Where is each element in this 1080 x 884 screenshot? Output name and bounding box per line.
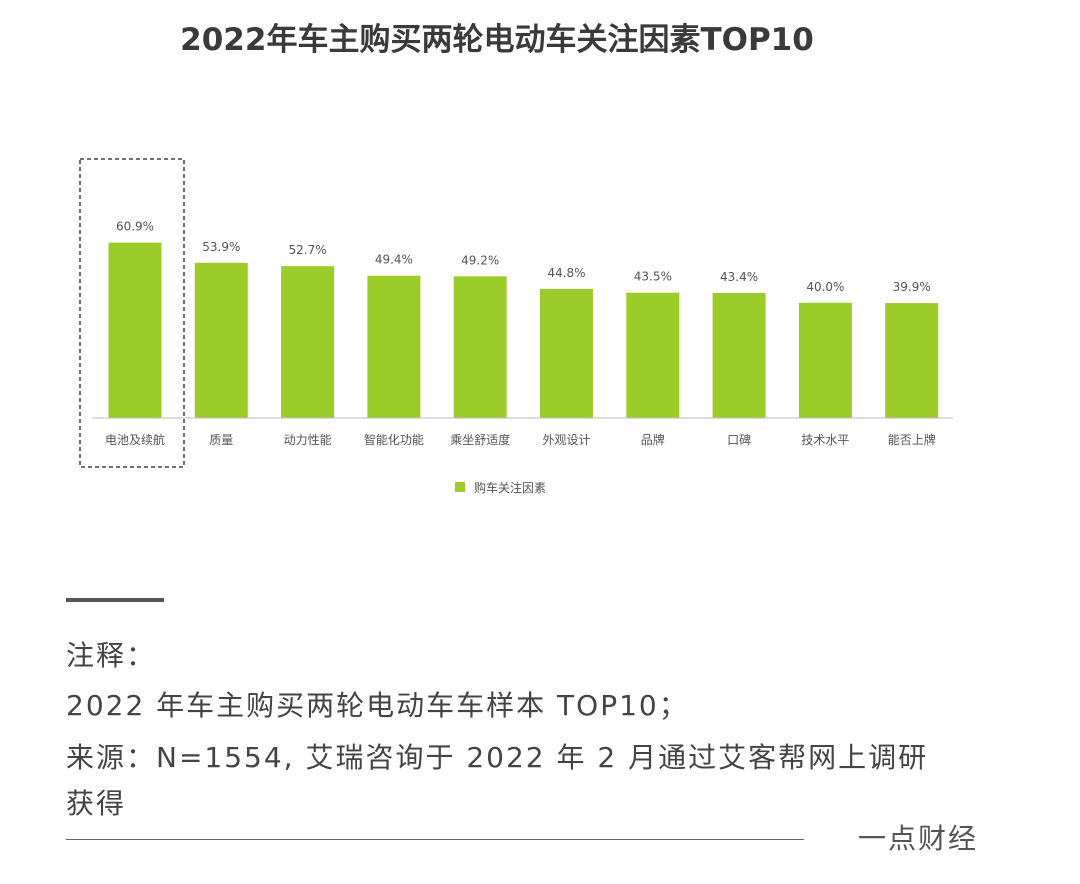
bars-layer: 60.9% 53.9% 52.7% 49.4% 49.2% 44.8% 43.5% 43.4%… <box>108 220 939 418</box>
bar-3 <box>281 266 335 418</box>
value-label-6: 44.8% <box>547 266 585 280</box>
value-label-3: 52.7% <box>289 243 327 257</box>
highlight-box <box>79 158 185 468</box>
legend-swatch <box>455 482 465 492</box>
bar-10 <box>885 303 939 418</box>
note-source: 来源：N=1554, 艾瑞咨询于 2022 年 2 月通过艾客帮网上调研 <box>66 741 929 774</box>
bar-2 <box>194 262 248 418</box>
note-heading: 注释： <box>66 639 157 672</box>
brand-name: 一点财经 <box>858 822 979 855</box>
category-label-1: 电池及续航 <box>105 432 165 447</box>
note-sample: 2022 年车主购买两轮电动车车样本 TOP10； <box>66 689 689 722</box>
bar-chart: 60.9% 53.9% 52.7% 49.4% 49.2% 44.8% 43.5% 43.4%… <box>79 158 953 495</box>
bar-8 <box>712 293 766 418</box>
value-label-1: 60.9% <box>116 220 154 234</box>
chart-title: 2022年车主购买两轮电动车关注因素TOP10 <box>180 22 814 58</box>
value-label-9: 40.0% <box>806 280 844 294</box>
bar-4 <box>367 275 421 418</box>
category-label-3: 动力性能 <box>284 433 332 447</box>
category-label-10: 能否上牌 <box>888 433 936 447</box>
value-label-7: 43.5% <box>634 270 672 284</box>
value-label-4: 49.4% <box>375 253 413 267</box>
legend-label: 购车关注因素 <box>474 480 546 495</box>
short-divider <box>66 598 164 602</box>
bar-7 <box>626 292 680 418</box>
footer-divider <box>66 839 804 840</box>
category-label-6: 外观设计 <box>542 433 590 447</box>
value-label-8: 43.4% <box>720 270 758 284</box>
axis-layer: 电池及续航 质量 动力性能 智能化功能 乘坐舒适度 外观设计 品牌 口碑 技术水平 能否上牌 <box>79 158 953 468</box>
bar-6 <box>540 289 593 418</box>
value-label-2: 53.9% <box>202 240 240 254</box>
category-label-2: 质量 <box>209 433 233 447</box>
legend-layer: 购车关注因素 <box>455 480 546 495</box>
category-label-4: 智能化功能 <box>364 432 424 447</box>
category-label-9: 技术水平 <box>801 433 849 447</box>
bar-9 <box>798 302 852 418</box>
category-label-8: 口碑 <box>727 432 751 447</box>
value-label-5: 49.2% <box>461 253 499 267</box>
bar-1 <box>108 242 162 418</box>
bar-5 <box>453 276 507 418</box>
note-source-cont: 获得 <box>66 787 127 820</box>
value-label-10: 39.9% <box>893 280 931 294</box>
category-label-5: 乘坐舒适度 <box>450 432 510 447</box>
category-label-7: 品牌 <box>641 433 665 447</box>
